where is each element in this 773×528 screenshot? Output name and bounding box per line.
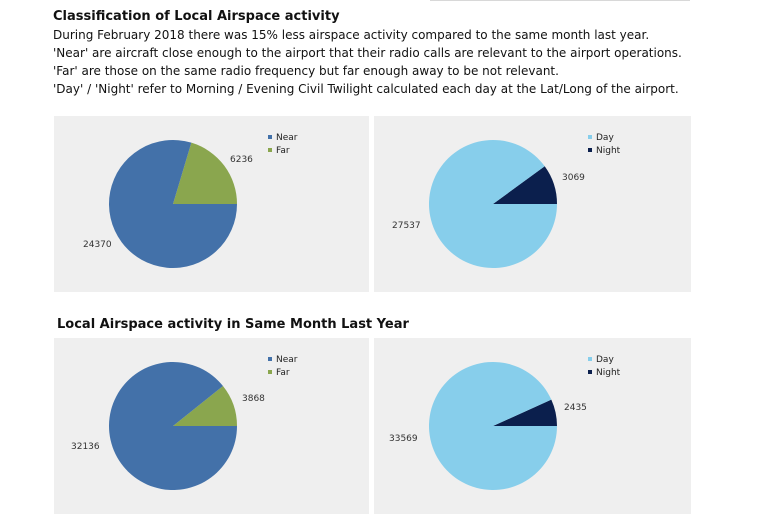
legend-marker-far (268, 148, 272, 152)
legend-label-far: Far (276, 146, 290, 156)
data-label-near: 24370 (83, 240, 112, 250)
legend-marker-far (268, 370, 272, 374)
pie-slice-near (109, 362, 237, 491)
pie-slice-day (429, 140, 557, 269)
chart-panel-near-far-last-year: 32136 3868 Near Far (54, 338, 369, 514)
description-line: During February 2018 there was 15% less … (53, 28, 650, 42)
chart-panel-day-night-last-year: 33569 2435 Day Night (374, 338, 691, 514)
data-label-day: 33569 (389, 434, 418, 444)
legend-label-night: Night (596, 368, 621, 378)
chart-panel-near-far-current: 24370 6236 Near Far (54, 116, 369, 292)
legend-label-near: Near (276, 133, 298, 143)
pie-chart-near-far-last-year: 32136 3868 Near Far (71, 355, 298, 491)
page-title: Classification of Local Airspace activit… (53, 9, 340, 24)
pie-slice-night (493, 399, 557, 426)
description-line: 'Day' / 'Night' refer to Morning / Eveni… (53, 82, 679, 96)
legend-label-night: Night (596, 146, 621, 156)
pie-chart-day-night-last-year: 33569 2435 Day Night (389, 355, 621, 490)
pie-slice-near (109, 139, 237, 268)
pie-chart-day-night-current: 27537 3069 Day Night (392, 133, 621, 269)
data-label-far: 3868 (242, 394, 265, 404)
pie-slice-day (429, 361, 557, 490)
data-label-near: 32136 (71, 442, 100, 452)
data-label-night: 2435 (564, 403, 587, 413)
pie-slice-far (173, 142, 237, 204)
legend-label-near: Near (276, 355, 298, 365)
legend-marker-night (588, 148, 592, 152)
description-line: 'Far' are those on the same radio freque… (53, 64, 559, 78)
data-label-far: 6236 (230, 155, 253, 165)
legend-marker-near (268, 357, 272, 361)
pie-slice-night (493, 166, 557, 204)
pie-chart-near-far-current: 24370 6236 Near Far (83, 133, 298, 268)
top-divider (430, 0, 690, 1)
description: During February 2018 there was 15% less … (53, 26, 682, 98)
section-subtitle: Local Airspace activity in Same Month La… (57, 317, 409, 332)
legend-marker-night (588, 370, 592, 374)
description-line: 'Near' are aircraft close enough to the … (53, 46, 682, 60)
legend-label-day: Day (596, 133, 614, 143)
legend-label-day: Day (596, 355, 614, 365)
legend-label-far: Far (276, 368, 290, 378)
chart-panel-day-night-current: 27537 3069 Day Night (374, 116, 691, 292)
data-label-night: 3069 (562, 173, 585, 183)
pie-slice-far (173, 386, 237, 426)
legend-marker-day (588, 357, 592, 361)
data-label-day: 27537 (392, 221, 421, 231)
legend-marker-near (268, 135, 272, 139)
legend-marker-day (588, 135, 592, 139)
